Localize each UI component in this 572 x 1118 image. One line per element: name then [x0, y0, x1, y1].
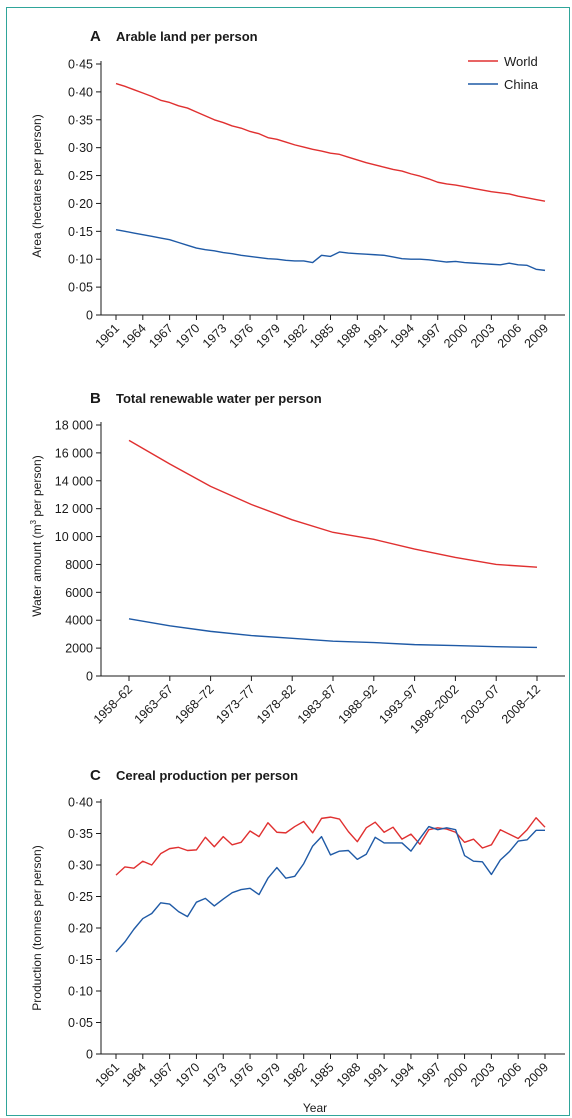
panel-b-title: Total renewable water per person	[116, 391, 322, 406]
panel-a-y-tick-label: 0·20	[68, 197, 93, 211]
panel-a-x-tick-label: 2009	[522, 321, 552, 351]
panel-a-y-tick-label: 0·30	[68, 141, 93, 155]
panel-b-x-tick-label: 1973–77	[213, 682, 257, 726]
panel-b-series-world-line	[128, 439, 538, 568]
panel-b-renewable-water: B Total renewable water per person Water…	[29, 390, 565, 736]
panel-c-x-tick-label: 1976	[227, 1060, 257, 1090]
panel-a-x-tick-label: 2006	[495, 321, 525, 351]
panel-c-x-tick-label: 2003	[468, 1060, 498, 1090]
panel-c-y-tick-label: 0	[86, 1048, 93, 1062]
figure-frame	[6, 7, 570, 1116]
panel-a-y-tick-label: 0·05	[68, 281, 93, 295]
panel-b-y-tick-label: 6000	[65, 586, 93, 600]
panel-c-y-tick-label: 0·15	[68, 953, 93, 967]
panel-b-x-tick-label: 1963–67	[132, 682, 176, 726]
panel-c-x-tick-label: 1970	[173, 1060, 203, 1090]
legend-world-label: World	[504, 54, 538, 69]
panel-b-x-tick-label: 1958–62	[91, 682, 135, 726]
panel-a-x-tick-label: 1973	[200, 321, 230, 351]
panel-b-y-tick-label: 8000	[65, 558, 93, 572]
panel-c-x-tick-label: 1997	[414, 1060, 444, 1090]
panel-a-x-tick-label: 2000	[441, 321, 471, 351]
panel-a-x-tick-label: 2003	[468, 321, 498, 351]
panel-a-x-tick-label: 1994	[387, 321, 417, 351]
panel-b-x-tick-label: 1988–92	[336, 682, 380, 726]
panel-a-x-tick-label: 1988	[334, 321, 364, 351]
panel-b-x-tick-label: 1983–87	[295, 682, 339, 726]
panel-c-xlabel: Year	[303, 1101, 327, 1115]
panel-a-ylabel: Area (hectares per person)	[30, 114, 44, 257]
panel-c-x-tick-label: 1988	[334, 1060, 364, 1090]
panel-b-x-tick-label: 2003–07	[458, 682, 502, 726]
panel-c-y-tick-label: 0·30	[68, 859, 93, 873]
panel-c-y-tick-label: 0·05	[68, 1016, 93, 1030]
panel-a-x-tick-label: 1970	[173, 321, 203, 351]
panel-c-letter: C	[90, 767, 101, 784]
panel-c-y-tick-label: 0·40	[68, 796, 93, 810]
panel-a-letter: A	[90, 28, 101, 45]
panel-a-y-tick-label: 0·10	[68, 253, 93, 267]
panel-b-ylabel: Water amount (m3 per person)	[29, 455, 44, 616]
panel-b-x-tick-label: 2008–12	[499, 682, 543, 726]
panel-b-series-china-line	[128, 618, 538, 649]
panel-a-y-tick-label: 0	[86, 309, 93, 323]
panel-c-x-tick-label: 1994	[387, 1060, 417, 1090]
panel-b-letter: B	[90, 390, 101, 407]
panel-a-y-tick-label: 0·45	[68, 58, 93, 72]
legend: World China	[468, 54, 539, 92]
panel-a-y-tick-label: 0·40	[68, 85, 93, 99]
panel-c-x-tick-label: 1982	[280, 1060, 310, 1090]
panel-c-x-tick-label: 1991	[361, 1060, 391, 1090]
panel-a-arable-land: A Arable land per person Area (hectares …	[30, 28, 565, 351]
panel-b-y-tick-label: 10 000	[55, 530, 93, 544]
panel-a-x-tick-label: 1982	[280, 321, 310, 351]
panel-c-y-tick-label: 0·35	[68, 827, 93, 841]
panel-a-x-tick-label: 1961	[93, 321, 123, 351]
panel-a-x-tick-label: 1979	[253, 321, 283, 351]
panel-b-x-tick-label: 1968–72	[172, 682, 216, 726]
panel-c-cereal-production: C Cereal production per person Productio…	[30, 767, 565, 1115]
panel-b-y-tick-label: 14 000	[55, 474, 93, 488]
panel-b-y-tick-label: 16 000	[55, 446, 93, 460]
panel-a-x-tick-label: 1997	[414, 321, 444, 351]
panel-c-y-tick-label: 0·10	[68, 985, 93, 999]
panel-c-x-tick-label: 2006	[495, 1060, 525, 1090]
panel-c-x-tick-label: 1985	[307, 1060, 337, 1090]
panel-c-x-tick-label: 1961	[93, 1060, 123, 1090]
panel-a-series-world-line	[115, 82, 546, 202]
panel-a-title: Arable land per person	[116, 29, 258, 44]
panel-c-y-tick-label: 0·25	[68, 890, 93, 904]
panel-a-y-tick-label: 0·35	[68, 113, 93, 127]
panel-c-x-tick-label: 2009	[522, 1060, 552, 1090]
panel-a-y-tick-label: 0·25	[68, 169, 93, 183]
panel-c-title: Cereal production per person	[116, 768, 298, 783]
legend-china-label: China	[504, 77, 539, 92]
panel-a-x-tick-label: 1991	[361, 321, 391, 351]
panel-a-y-tick-label: 0·15	[68, 225, 93, 239]
panel-c-series-china-line	[115, 825, 545, 953]
panel-c-x-tick-label: 1967	[146, 1060, 176, 1090]
panel-c-ylabel: Production (tonnes per person)	[30, 845, 44, 1010]
panel-a-x-tick-label: 1976	[227, 321, 257, 351]
panel-b-y-tick-label: 0	[86, 670, 93, 684]
panel-a-x-tick-label: 1985	[307, 321, 337, 351]
panel-c-series-world-line	[115, 816, 546, 876]
panel-b-x-tick-label: 1978–82	[254, 682, 298, 726]
panel-c-y-tick-label: 0·20	[68, 922, 93, 936]
panel-a-series-china-line	[115, 228, 546, 272]
panel-a-x-tick-label: 1967	[146, 321, 176, 351]
panel-c-x-tick-label: 1973	[200, 1060, 230, 1090]
panel-a-x-tick-label: 1964	[119, 321, 149, 351]
panel-c-x-tick-label: 1979	[253, 1060, 283, 1090]
panel-b-y-tick-label: 2000	[65, 642, 93, 656]
panel-c-x-tick-label: 1964	[119, 1060, 149, 1090]
panel-b-y-tick-label: 12 000	[55, 502, 93, 516]
panel-c-x-tick-label: 2000	[441, 1060, 471, 1090]
panel-b-y-tick-label: 18 000	[55, 419, 93, 433]
panel-b-y-tick-label: 4000	[65, 614, 93, 628]
